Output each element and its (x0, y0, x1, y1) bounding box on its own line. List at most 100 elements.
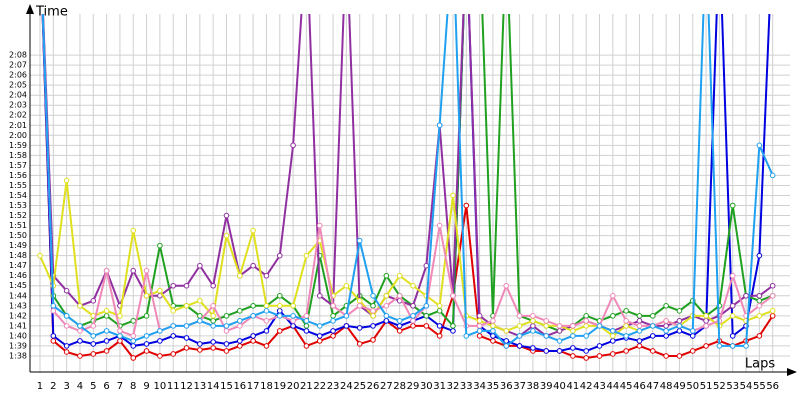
x-tick-label: 16 (233, 381, 246, 392)
x-tick-label: 3 (63, 381, 69, 392)
point (170, 333, 177, 339)
y-tick-label: 2:04 (9, 91, 27, 100)
y-arrow (26, 4, 34, 14)
point (250, 333, 256, 339)
point (276, 252, 283, 259)
point (276, 308, 283, 314)
point (143, 348, 150, 354)
point (703, 313, 709, 319)
point (370, 292, 376, 299)
x-tick-label: 54 (740, 381, 753, 392)
point (103, 348, 110, 354)
point (316, 338, 323, 344)
point (583, 355, 589, 361)
point (503, 328, 510, 334)
point (450, 192, 456, 199)
point (77, 303, 83, 309)
x-tick-label: 25 (353, 381, 366, 392)
point (516, 313, 523, 319)
point (77, 323, 83, 329)
point (290, 323, 296, 329)
point (396, 292, 403, 299)
point (556, 323, 563, 329)
point (263, 328, 270, 334)
point (210, 339, 216, 345)
point (583, 318, 589, 324)
grid (30, 14, 790, 372)
point (436, 333, 443, 339)
point (610, 338, 616, 344)
point (143, 333, 150, 339)
point (263, 343, 270, 349)
point (570, 345, 576, 351)
point (276, 328, 283, 334)
y-tick-label: 1:40 (9, 331, 27, 340)
point (663, 323, 669, 329)
point (636, 328, 643, 334)
point (210, 303, 216, 309)
point (530, 313, 536, 319)
point (383, 313, 390, 319)
point (330, 303, 336, 309)
y-tick-label: 1:42 (9, 311, 27, 320)
point (556, 328, 563, 334)
point (303, 252, 310, 259)
y-tick-label: 1:59 (9, 141, 27, 150)
point (649, 313, 656, 319)
point (223, 323, 230, 329)
point (490, 328, 496, 334)
point (50, 338, 57, 344)
point (290, 303, 296, 309)
y-tick-label: 1:46 (9, 271, 27, 280)
point (756, 252, 763, 259)
x-axis-title: Laps (745, 357, 775, 372)
y-tick-label: 2:02 (9, 111, 27, 120)
point (237, 318, 243, 324)
point (676, 328, 683, 334)
y-tick-label: 2:00 (9, 131, 27, 140)
x-tick-label: 5 (90, 381, 96, 392)
point (103, 338, 110, 344)
point (463, 333, 470, 339)
point (63, 313, 70, 319)
point (516, 343, 523, 349)
point (476, 333, 483, 339)
x-tick-label: 30 (420, 381, 433, 392)
x-tick-label: 35 (487, 381, 500, 392)
x-tick-label: 51 (700, 381, 713, 392)
point (276, 303, 283, 309)
point (250, 338, 256, 344)
x-tick-label: 45 (620, 381, 633, 392)
x-tick-label: 22 (313, 381, 326, 392)
x-tick-label: 29 (407, 381, 420, 392)
point (423, 303, 430, 309)
point (157, 242, 163, 249)
point (570, 328, 576, 334)
point (90, 297, 97, 304)
point (197, 347, 203, 353)
point (729, 333, 736, 339)
x-tick-label: 8 (130, 381, 136, 392)
point (476, 323, 483, 329)
point (130, 318, 137, 324)
point (77, 338, 83, 344)
x-tick-label: 43 (593, 381, 606, 392)
point (410, 313, 416, 319)
point (543, 333, 550, 339)
point (63, 323, 70, 329)
point (436, 308, 443, 314)
point (370, 323, 376, 329)
point (330, 313, 336, 319)
point (516, 323, 523, 329)
point (396, 328, 403, 334)
point (63, 343, 70, 349)
point (276, 313, 283, 319)
point (130, 343, 137, 349)
point (103, 308, 110, 314)
point (197, 318, 203, 324)
point (117, 333, 123, 339)
plot (37, 14, 776, 361)
point (623, 318, 629, 324)
point (703, 323, 709, 329)
x-tick-label: 42 (580, 381, 593, 392)
